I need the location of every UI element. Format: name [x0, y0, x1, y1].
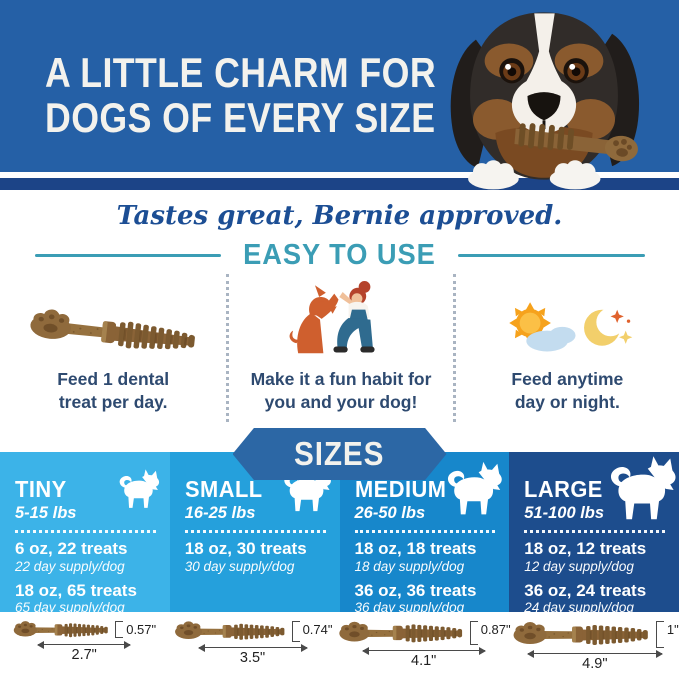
easy-to-use-grid: Feed 1 dental treat per day. Make it a f…	[0, 274, 679, 422]
easy-to-use-header: EASY TO USE	[34, 238, 645, 272]
sizes-section: SIZES TINY 5-15 lbs 6 oz, 22 treats 22 d…	[0, 428, 679, 612]
height-bracket	[655, 620, 664, 648]
easy-to-use-heading: EASY TO USE	[243, 238, 436, 271]
divider-rule-right	[457, 253, 645, 257]
supply-note: 30 day supply/dog	[184, 558, 295, 574]
easy-item-feed-daily: Feed 1 dental treat per day.	[0, 274, 226, 422]
dog-silhouette-icon	[119, 469, 159, 508]
white-stripe	[0, 172, 679, 178]
weight-range: 5-15 lbs	[15, 504, 77, 522]
width-measure	[361, 646, 486, 655]
width-measure	[197, 643, 308, 652]
supply-note: 22 day supply/dog	[15, 558, 125, 574]
dental-treat-icon	[27, 278, 199, 360]
bernese-dog-icon	[450, 12, 640, 190]
treat-icon	[14, 621, 108, 638]
dotted-divider	[354, 530, 496, 533]
pack-size: 6 oz, 22 treats	[15, 539, 128, 558]
dog-silhouette-icon	[610, 456, 676, 520]
sizes-heading: SIZES	[294, 435, 385, 472]
easy-item-anytime: Feed anytime day or night.	[452, 274, 679, 422]
treat-measurements-row: 0.57" 2.7" 0.74" 3.5" 0.87"	[0, 612, 679, 673]
easy-caption: Make it a fun habit for you and your dog…	[250, 369, 432, 413]
column-title: TINY	[15, 476, 67, 502]
supply-note: 12 day supply/dog	[524, 558, 634, 574]
supply-note: 65 day supply/dog	[15, 600, 125, 612]
length-label: 4.9"	[582, 656, 608, 672]
pack-size: 36 oz, 24 treats	[524, 580, 647, 600]
height-measure: 0.57"	[115, 621, 156, 638]
easy-caption: Feed 1 dental treat per day.	[57, 369, 170, 413]
pack-size: 18 oz, 12 treats	[524, 539, 647, 558]
tagline: Tastes great, Bernie approved.	[116, 201, 563, 231]
weight-range: 16-25 lbs	[184, 504, 256, 522]
treat-icon	[339, 621, 462, 643]
pack-size: 18 oz, 18 treats	[354, 539, 477, 558]
length-label: 2.7"	[71, 647, 97, 663]
treat-icon	[174, 621, 284, 640]
width-measure	[526, 649, 663, 658]
weight-range: 51-100 lbs	[524, 504, 605, 522]
column-title: SMALL	[184, 476, 263, 502]
dotted-divider	[184, 530, 326, 533]
column-title: MEDIUM	[354, 476, 446, 502]
treat-size-cell-medium: 0.87" 4.1"	[337, 619, 511, 673]
divider-rule-left	[34, 253, 222, 257]
weight-range: 26-50 lbs	[354, 504, 426, 522]
hero-section: A LITTLE CHARM FOR DOGS OF EVERY SIZE	[0, 0, 679, 190]
height-bracket	[291, 620, 300, 642]
size-column-tiny: TINY 5-15 lbs 6 oz, 22 treats 22 day sup…	[0, 452, 170, 612]
height-measure: 0.74"	[291, 620, 333, 642]
height-bracket	[115, 621, 124, 638]
headline: A LITTLE CHARM FOR DOGS OF EVERY SIZE	[45, 50, 505, 140]
height-bracket	[469, 620, 478, 645]
dog-highfive-icon	[285, 278, 397, 360]
pack-size: 18 oz, 65 treats	[15, 580, 137, 600]
headline-line2: DOGS OF EVERY SIZE	[45, 94, 436, 141]
height-measure: 0.87"	[469, 620, 511, 645]
size-column-large: LARGE 51-100 lbs 18 oz, 12 treats 12 day…	[509, 452, 679, 612]
dotted-divider	[524, 530, 665, 533]
width-measure	[37, 640, 132, 649]
height-label: 0.57"	[126, 622, 157, 637]
pack-size: 18 oz, 30 treats	[184, 539, 307, 558]
pack-size: 36 oz, 36 treats	[354, 580, 477, 600]
easy-caption: Feed anytime day or night.	[511, 369, 624, 413]
height-label: 0.87"	[480, 621, 511, 637]
supply-note: 24 day supply/dog	[524, 600, 634, 612]
dog-silhouette-icon	[448, 461, 503, 515]
treat-size-cell-tiny: 0.57" 2.7"	[0, 619, 168, 673]
treat-size-cell-large: 1" 4.9"	[511, 619, 679, 673]
height-label: 0.74"	[302, 621, 333, 637]
dotted-divider	[15, 530, 156, 533]
headline-line1: A LITTLE CHARM FOR	[45, 49, 437, 96]
sizes-ribbon: SIZES	[232, 428, 447, 480]
column-title: LARGE	[524, 476, 604, 502]
sun-moon-icon	[496, 278, 638, 360]
length-label: 3.5"	[239, 650, 266, 666]
easy-item-fun-habit: Make it a fun habit for you and your dog…	[226, 274, 452, 422]
supply-note: 18 day supply/dog	[354, 558, 465, 574]
height-measure: 1"	[655, 620, 679, 648]
length-label: 4.1"	[411, 653, 437, 669]
treat-icon	[513, 622, 648, 645]
supply-note: 36 day supply/dog	[354, 600, 465, 612]
height-label: 1"	[666, 621, 679, 637]
treat-size-cell-small: 0.74" 3.5"	[168, 619, 336, 673]
